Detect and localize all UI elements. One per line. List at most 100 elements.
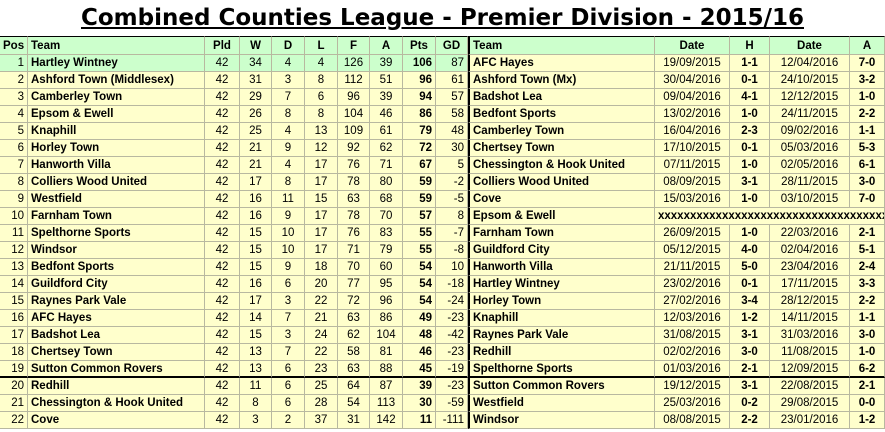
standing-cell: 13	[305, 123, 338, 140]
standing-cell: 42	[205, 242, 240, 259]
standing-cell: 87	[436, 55, 468, 72]
header-cell: H	[730, 36, 770, 55]
fixture-cell: Cove	[468, 191, 655, 208]
fixture-cell: AFC Hayes	[468, 55, 655, 72]
standing-cell: 87	[370, 378, 403, 395]
standing-cell: 54	[403, 276, 436, 293]
standing-cell: 8	[305, 106, 338, 123]
standing-cell: 17	[305, 174, 338, 191]
header-cell: Pts	[403, 36, 436, 55]
standing-cell: 24	[305, 327, 338, 344]
fixture-cell: 5-0	[730, 259, 770, 276]
standing-cell: 42	[205, 259, 240, 276]
standing-cell: 16	[240, 208, 272, 225]
fixture-cell: 3-4	[730, 293, 770, 310]
standing-cell: 83	[370, 225, 403, 242]
standing-cell: 76	[338, 157, 370, 174]
standing-cell: 48	[436, 123, 468, 140]
fixture-cell: 1-0	[730, 225, 770, 242]
fixture-cell: 21/11/2015	[655, 259, 730, 276]
standing-cell: 39	[403, 378, 436, 395]
standing-cell: 3	[272, 293, 305, 310]
standing-cell: 9	[272, 208, 305, 225]
standing-cell: -111	[436, 412, 468, 429]
standing-cell: 10	[0, 208, 28, 225]
fixture-cell: 1-1	[850, 123, 885, 140]
fixture-cell: 17/11/2015	[770, 276, 850, 293]
standing-cell: 42	[205, 140, 240, 157]
fixture-cell: 15/03/2016	[655, 191, 730, 208]
standing-cell: 60	[370, 259, 403, 276]
standing-cell: Windsor	[28, 242, 205, 259]
fixture-cell: 4-1	[730, 89, 770, 106]
standing-cell: 68	[370, 191, 403, 208]
standing-cell: 2	[0, 72, 28, 89]
fixture-cell: 0-0	[850, 395, 885, 412]
standing-cell: 113	[370, 395, 403, 412]
standing-cell: 17	[305, 242, 338, 259]
header-cell: Date	[655, 36, 730, 55]
standing-cell: 42	[205, 378, 240, 395]
standing-cell: 31	[338, 412, 370, 429]
fixture-cell: Spelthorne Sports	[468, 361, 655, 378]
fixture-cell: Hanworth Villa	[468, 259, 655, 276]
standing-cell: 77	[338, 276, 370, 293]
standing-cell: 42	[205, 395, 240, 412]
fixture-cell: 3-1	[730, 327, 770, 344]
fixture-cell: 24/10/2015	[770, 72, 850, 89]
standing-cell: 39	[370, 89, 403, 106]
fixture-cell: 3-0	[730, 344, 770, 361]
standing-cell: 18	[305, 259, 338, 276]
fixture-cell: 6-1	[850, 157, 885, 174]
standing-cell: 96	[370, 293, 403, 310]
standing-cell: 78	[338, 174, 370, 191]
fixture-cell: 3-0	[850, 174, 885, 191]
standing-cell: 11	[0, 225, 28, 242]
standing-cell: 12	[305, 140, 338, 157]
standing-cell: 71	[370, 157, 403, 174]
standing-cell: Hartley Wintney	[28, 55, 205, 72]
standing-cell: 42	[205, 344, 240, 361]
standing-cell: 42	[205, 412, 240, 429]
fixture-cell: Windsor	[468, 412, 655, 429]
fixture-cell: Sutton Common Rovers	[468, 378, 655, 395]
fixture-cell: 19/09/2015	[655, 55, 730, 72]
standing-cell: 42	[205, 89, 240, 106]
fixture-cell: 2-4	[850, 259, 885, 276]
standing-cell: 26	[240, 106, 272, 123]
fixture-cell: 7-0	[850, 55, 885, 72]
standing-cell: 23	[305, 361, 338, 378]
standing-cell: 112	[338, 72, 370, 89]
standing-cell: 5	[436, 157, 468, 174]
standing-cell: 42	[205, 310, 240, 327]
standing-cell: 17	[240, 174, 272, 191]
fixture-cell: 24/11/2015	[770, 106, 850, 123]
standing-cell: 25	[305, 378, 338, 395]
standing-cell: 42	[205, 276, 240, 293]
fixture-cell: 2-2	[730, 412, 770, 429]
standing-cell: Guildford City	[28, 276, 205, 293]
standing-cell: 17	[0, 327, 28, 344]
header-cell: L	[305, 36, 338, 55]
standing-cell: 17	[305, 157, 338, 174]
standing-cell: 42	[205, 225, 240, 242]
standing-cell: 13	[240, 361, 272, 378]
fixture-cell: Hartley Wintney	[468, 276, 655, 293]
fixture-cell: Epsom & Ewell	[468, 208, 655, 225]
standing-cell: 6	[272, 395, 305, 412]
fixture-cell: 0-1	[730, 140, 770, 157]
fixture-cell: Colliers Wood United	[468, 174, 655, 191]
standing-cell: 14	[240, 310, 272, 327]
standing-cell: 22	[305, 293, 338, 310]
fixture-cell: 2-1	[850, 225, 885, 242]
standing-cell: 21	[305, 310, 338, 327]
standing-cell: 39	[370, 55, 403, 72]
standing-cell: Bedfont Sports	[28, 259, 205, 276]
standing-cell: Epsom & Ewell	[28, 106, 205, 123]
standing-cell: 54	[403, 293, 436, 310]
fixture-cell: 3-0	[850, 327, 885, 344]
fixture-cell: 08/09/2015	[655, 174, 730, 191]
fixture-cell: 02/04/2016	[770, 242, 850, 259]
fixture-cell: Bedfont Sports	[468, 106, 655, 123]
standing-cell: -42	[436, 327, 468, 344]
